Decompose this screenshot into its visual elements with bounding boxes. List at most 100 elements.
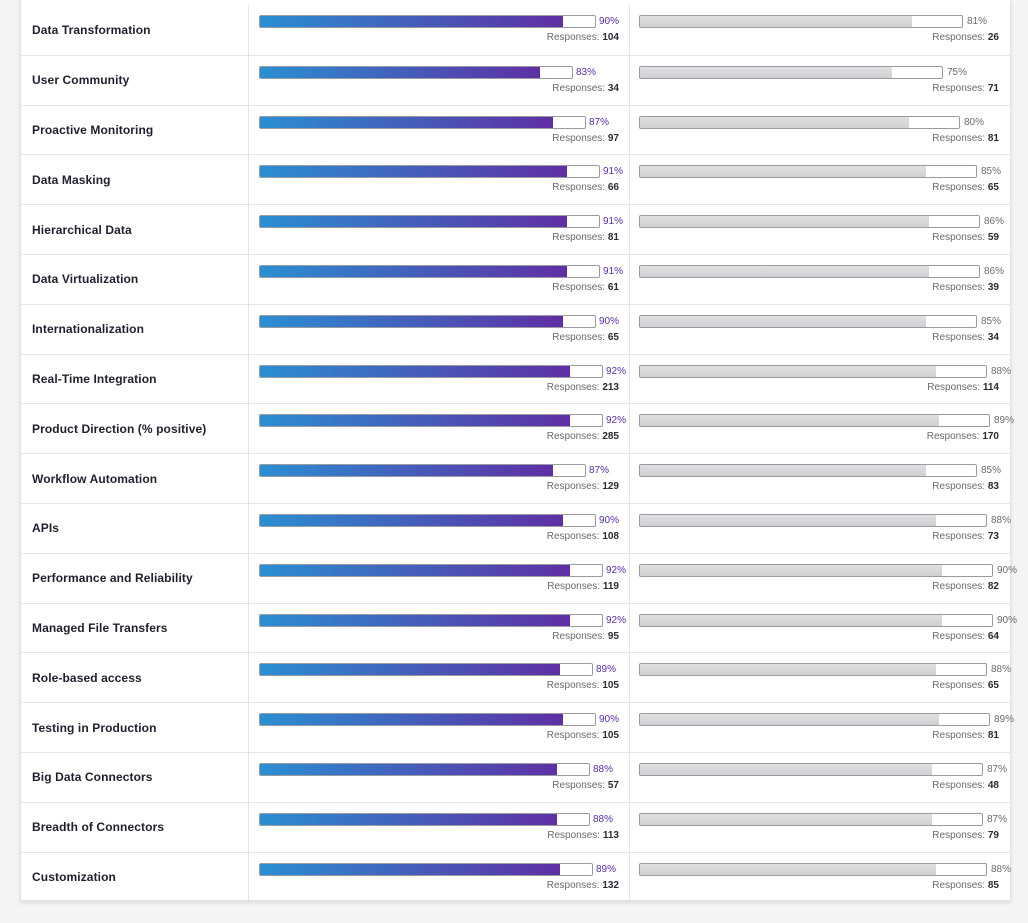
bar-a-track: [259, 65, 573, 79]
bar-b-percent: 87%: [987, 813, 1008, 825]
bar-a-responses: Responses: 119: [547, 581, 619, 592]
responses-count: 213: [602, 381, 619, 393]
bar-b-responses: Responses: 85: [932, 880, 999, 891]
bar-b-track: [639, 265, 980, 278]
responses-count: 48: [987, 780, 999, 791]
column-a-cell: [249, 354, 630, 404]
bar-a-track: [259, 15, 596, 28]
bar-b-fill: [640, 664, 936, 676]
bar-b-percent: 86%: [984, 216, 1005, 228]
responses-count: 129: [602, 481, 619, 493]
bar-a-percent: 89%: [596, 664, 617, 676]
table-row: Big Data Connectors 88% Responses: 57 87% Re…: [21, 752, 1010, 802]
bar-b-responses: Responses: 73: [932, 531, 999, 542]
bar-a-track: [259, 862, 593, 876]
row-label: Breadth of Connectors: [32, 820, 165, 835]
bar-a-fill: [260, 66, 540, 78]
responses-label: Responses:: [932, 680, 986, 692]
bar-a-fill: [260, 813, 557, 825]
bar-a-track: [259, 314, 596, 328]
responses-label: Responses:: [546, 879, 600, 891]
responses-count: 119: [602, 580, 619, 592]
bar-a-percent: 88%: [593, 764, 614, 775]
bar-b-responses: Responses: 64: [932, 631, 999, 642]
responses-label: Responses:: [546, 32, 600, 43]
column-a-cell: [249, 852, 630, 902]
bar-a-responses: Responses: 57: [552, 780, 619, 791]
bar-b-responses: Responses: 65: [932, 680, 999, 691]
row-label: Managed File Transfers: [32, 620, 168, 635]
bar-b-percent: 88%: [991, 863, 1012, 875]
table-row: Testing in Production 90% Responses: 105 89…: [21, 702, 1014, 752]
bar-a-responses: Responses: 105: [547, 730, 619, 741]
responses-label: Responses:: [546, 531, 600, 542]
bar-a-percent: 92%: [606, 365, 627, 377]
responses-label: Responses:: [926, 431, 980, 443]
row-label: Workflow Automation: [32, 471, 158, 486]
bar-b-percent: 86%: [984, 266, 1005, 277]
responses-label: Responses:: [932, 282, 986, 293]
bar-a-responses: Responses: 285: [547, 431, 619, 442]
bar-a-percent: 83%: [576, 66, 597, 78]
row-label: Customization: [32, 869, 116, 884]
bar-b-track: [639, 314, 977, 328]
bar-a-fill: [260, 614, 570, 626]
responses-count: 81: [607, 232, 619, 244]
responses-count: 108: [602, 531, 619, 542]
bar-b-percent: 85%: [981, 315, 1002, 327]
responses-count: 95: [607, 630, 619, 642]
bar-a-fill: [260, 266, 567, 277]
responses-label: Responses:: [932, 780, 986, 791]
responses-label: Responses:: [932, 829, 986, 841]
bar-b-percent: 85%: [981, 166, 1002, 178]
bar-a-percent: 91%: [603, 216, 624, 228]
bar-a-track: [259, 713, 596, 727]
column-a-cell: [249, 105, 630, 155]
responses-count: 285: [602, 431, 619, 443]
column-a-cell: [249, 753, 630, 802]
responses-label: Responses:: [932, 580, 986, 592]
row-label-cell: Workflow Automation: [21, 454, 249, 503]
bar-a-percent: 88%: [593, 813, 614, 825]
bar-a-track: [259, 613, 603, 627]
row-label-cell: Internationalization: [21, 304, 249, 354]
table-row: Proactive Monitoring 87% Responses: 97 80% R…: [21, 104, 1010, 155]
bar-b-responses: Responses: 71: [932, 83, 999, 94]
bar-a-responses: Responses: 105: [547, 680, 619, 691]
bar-a-percent: 91%: [603, 266, 624, 277]
responses-label: Responses:: [546, 431, 600, 443]
row-label: APIs: [32, 521, 60, 536]
row-label-cell: Breadth of Connectors: [21, 802, 249, 852]
responses-label: Responses:: [547, 829, 601, 841]
bar-b-responses: Responses: 65: [932, 182, 999, 193]
bar-a-percent: 90%: [599, 714, 620, 726]
bar-b-fill: [640, 863, 936, 875]
bar-b-fill: [640, 16, 912, 27]
column-a-cell: [249, 454, 630, 503]
row-label-cell: Big Data Connectors: [21, 753, 249, 802]
bar-a-track: [259, 812, 590, 826]
bar-b-responses: Responses: 81: [932, 133, 999, 144]
bar-a-track: [259, 514, 596, 527]
bar-a-percent: 92%: [606, 415, 627, 427]
responses-count: 83: [987, 481, 999, 493]
bar-a-responses: Responses: 34: [552, 83, 619, 94]
bar-a-percent: 90%: [599, 315, 620, 327]
comparison-table: Data Transformation 90% Responses: 104 81% R…: [20, 0, 1017, 902]
row-label-cell: Data Transformation: [21, 5, 249, 55]
row-label-cell: User Community: [21, 55, 249, 105]
column-a-cell: [249, 504, 630, 553]
responses-label: Responses:: [932, 531, 986, 542]
responses-count: 59: [987, 232, 999, 244]
row-label-cell: Managed File Transfers: [21, 603, 249, 653]
bar-b-percent: 88%: [991, 365, 1012, 377]
responses-label: Responses:: [932, 481, 986, 493]
bar-a-fill: [260, 365, 570, 377]
bar-a-responses: Responses: 95: [552, 631, 619, 642]
bar-a-fill: [260, 515, 563, 526]
bar-b-percent: 75%: [947, 66, 968, 78]
bar-b-percent: 87%: [987, 764, 1008, 775]
bar-a-track: [259, 563, 603, 577]
table-row: Product Direction (% positive) 92% Respons…: [21, 403, 1014, 454]
responses-count: 105: [602, 680, 619, 692]
